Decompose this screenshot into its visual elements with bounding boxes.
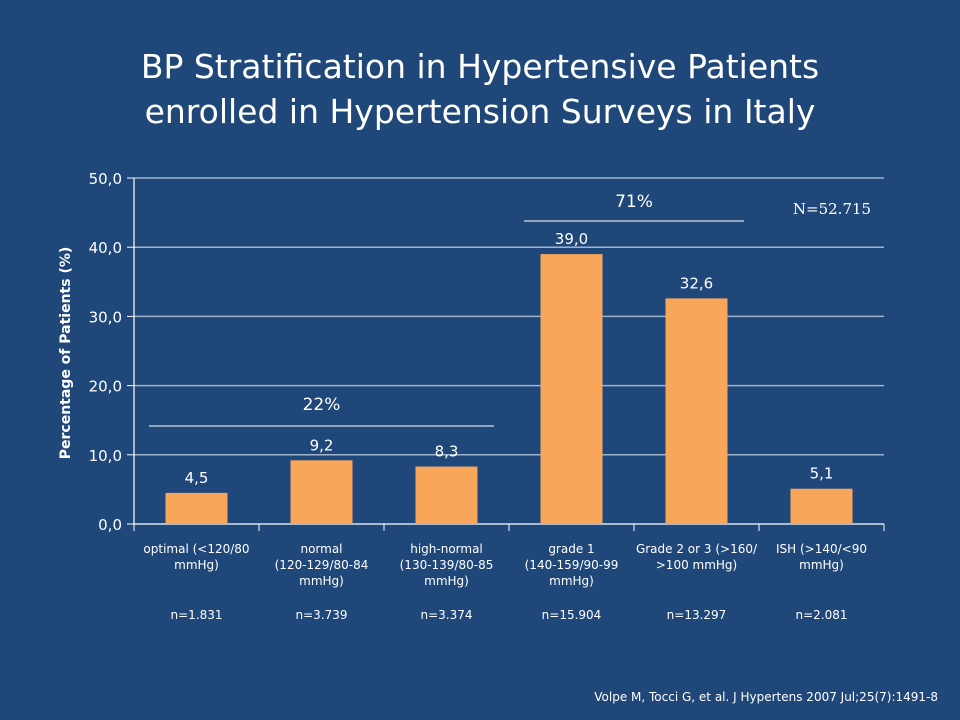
x-category-label-line: (120-129/80-84 bbox=[275, 558, 369, 572]
sample-size-label: n=2.081 bbox=[795, 608, 847, 622]
x-category-label: Grade 2 or 3 (>160/ >100 mmHg) bbox=[636, 542, 758, 572]
y-tick-label: 10,0 bbox=[89, 447, 122, 465]
labels: 0,0 10,0 20,0 30,0 40,0 50,0 4,5 optimal (<120/… bbox=[89, 170, 867, 622]
bar-1 bbox=[290, 460, 353, 524]
bar-4 bbox=[665, 298, 728, 524]
bar-value-label: 5,1 bbox=[810, 465, 834, 483]
sample-size-label: n=15.904 bbox=[542, 608, 602, 622]
x-category-label-line: mmHg) bbox=[299, 574, 344, 588]
sample-size-label: n=3.374 bbox=[420, 608, 472, 622]
group-percentage-label: 22% bbox=[303, 395, 341, 415]
bar-5 bbox=[790, 488, 853, 524]
gridlines bbox=[134, 177, 884, 456]
y-tick-label: 30,0 bbox=[89, 308, 122, 326]
citation-footnote: Volpe M, Tocci G, et al. J Hypertens 200… bbox=[594, 690, 938, 704]
bar-2 bbox=[415, 466, 478, 524]
x-category-label: grade 1 (140-159/90-99 mmHg) bbox=[525, 542, 619, 588]
y-axis-label: Percentage of Patients (%) bbox=[58, 247, 74, 460]
x-category-label: high-normal (130-139/80-85 mmHg) bbox=[400, 542, 494, 588]
bar-0 bbox=[165, 492, 228, 524]
title-line-2: enrolled in Hypertension Surveys in Ital… bbox=[144, 92, 816, 131]
x-category-label: ISH (>140/<90 mmHg) bbox=[776, 542, 867, 572]
bar-value-label: 39,0 bbox=[555, 230, 588, 248]
x-category-label-line: >100 mmHg) bbox=[656, 558, 737, 572]
bar-value-label: 4,5 bbox=[185, 469, 209, 487]
x-category-label-line: mmHg) bbox=[799, 558, 844, 572]
bars bbox=[165, 254, 853, 524]
y-tick-label: 50,0 bbox=[89, 170, 122, 188]
x-category-label: optimal (<120/80 mmHg) bbox=[143, 542, 249, 572]
title-line-1: BP Stratification in Hypertensive Patien… bbox=[140, 47, 820, 86]
x-category-label-line: ISH (>140/<90 bbox=[776, 542, 867, 556]
bar-value-label: 32,6 bbox=[680, 274, 713, 292]
slide-title: BP Stratification in Hypertensive Patien… bbox=[0, 44, 960, 134]
x-category-label-line: mmHg) bbox=[549, 574, 594, 588]
sample-size-label: n=1.831 bbox=[170, 608, 222, 622]
x-category-label-line: optimal (<120/80 bbox=[143, 542, 249, 556]
x-category-label-line: mmHg) bbox=[174, 558, 219, 572]
x-category-label-line: high-normal bbox=[410, 542, 483, 556]
bar-value-label: 9,2 bbox=[310, 436, 334, 454]
sample-size-label: n=3.739 bbox=[295, 608, 347, 622]
x-category-label-line: (140-159/90-99 bbox=[525, 558, 619, 572]
group-percentage-label: 71% bbox=[615, 192, 653, 212]
x-category-label-line: grade 1 bbox=[548, 542, 594, 556]
y-tick-label: 20,0 bbox=[89, 378, 122, 396]
x-category-label-line: Grade 2 or 3 (>160/ bbox=[636, 542, 758, 556]
total-n-label: N=52.715 bbox=[793, 200, 871, 218]
y-tick-label: 40,0 bbox=[89, 239, 122, 257]
axes bbox=[127, 177, 885, 531]
x-category-label: normal (120-129/80-84 mmHg) bbox=[275, 542, 369, 588]
x-category-label-line: mmHg) bbox=[424, 574, 469, 588]
bar-value-label: 8,3 bbox=[435, 443, 459, 461]
sample-size-label: n=13.297 bbox=[667, 608, 727, 622]
x-category-label-line: (130-139/80-85 bbox=[400, 558, 494, 572]
bar-3 bbox=[540, 254, 603, 524]
x-category-label-line: normal bbox=[300, 542, 342, 556]
y-tick-label: 0,0 bbox=[98, 516, 122, 534]
